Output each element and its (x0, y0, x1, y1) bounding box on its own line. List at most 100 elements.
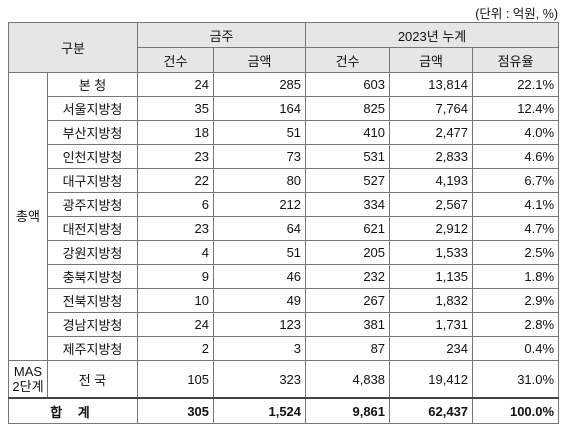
cell: 4.7% (472, 216, 560, 241)
row-label: 광주지방청 (46, 192, 139, 217)
cell: 2,833 (389, 144, 474, 169)
table-row: 강원지방청 4 51 205 1,533 2.5% (9, 240, 560, 265)
header-cell: 건수 (305, 47, 391, 73)
cell: 23 (137, 216, 215, 241)
cell: 35 (137, 96, 215, 121)
table-row: 대전지방청 23 64 621 2,912 4.7% (9, 216, 560, 241)
header-cell: 금주 (137, 22, 307, 48)
header-cell: 건수 (137, 47, 215, 73)
cell: 19,412 (389, 360, 474, 399)
cell: 1,524 (213, 397, 307, 424)
cell: 73 (213, 144, 307, 169)
cell: 381 (305, 312, 391, 337)
header-row: 건수 금액 건수 금액 점유율 (9, 47, 560, 73)
section-label: MAS 2단계 (8, 360, 48, 399)
stats-table: 구분 금주 2023년 누계 건수 금액 건수 금액 점유율 총액 본 청 24 285 603… (7, 22, 560, 424)
row-label: 대전지방청 (46, 216, 139, 241)
cell: 80 (213, 168, 307, 193)
cell: 4,838 (305, 360, 391, 399)
total-row: 합 계 305 1,524 9,861 62,437 100.0% (7, 397, 560, 424)
cell: 87 (305, 336, 391, 361)
cell: 10 (137, 288, 215, 313)
cell: 51 (213, 240, 307, 265)
cell: 267 (305, 288, 391, 313)
total-label: 합 계 (7, 397, 139, 424)
cell: 23 (137, 144, 215, 169)
row-label: 제주지방청 (46, 336, 139, 361)
cell: 31.0% (472, 360, 560, 399)
table-row: 경남지방청 24 123 381 1,731 2.8% (9, 312, 560, 337)
row-label: 전 국 (46, 360, 139, 399)
cell: 212 (213, 192, 307, 217)
row-label: 인천지방청 (46, 144, 139, 169)
cell: 2,912 (389, 216, 474, 241)
table-row: 제주지방청 2 3 87 234 0.4% (9, 336, 560, 361)
table-row: 인천지방청 23 73 531 2,833 4.6% (9, 144, 560, 169)
cell: 4,193 (389, 168, 474, 193)
cell: 22 (137, 168, 215, 193)
table-body: 총액 본 청 24 285 603 13,814 22.1% 서울지방청 35 164 825 7,7… (7, 72, 560, 424)
cell: 51 (213, 120, 307, 145)
cell: 2 (137, 336, 215, 361)
cell: 2.5% (472, 240, 560, 265)
cell: 323 (213, 360, 307, 399)
cell: 105 (137, 360, 215, 399)
cell: 2.8% (472, 312, 560, 337)
row-label: 서울지방청 (46, 96, 139, 121)
cell: 6.7% (472, 168, 560, 193)
cell: 234 (389, 336, 474, 361)
cell: 1,731 (389, 312, 474, 337)
header-cell: 구분 (7, 22, 139, 73)
cell: 3 (213, 336, 307, 361)
cell: 2,567 (389, 192, 474, 217)
header-cell: 점유율 (472, 47, 560, 73)
cell: 46 (213, 264, 307, 289)
row-label: 대구지방청 (46, 168, 139, 193)
cell: 603 (305, 72, 391, 97)
cell: 100.0% (472, 397, 560, 424)
header-cell: 2023년 누계 (305, 22, 560, 48)
cell: 62,437 (389, 397, 474, 424)
cell: 1.8% (472, 264, 560, 289)
header-cell: 금액 (213, 47, 307, 73)
header-row: 구분 금주 2023년 누계 (7, 22, 560, 73)
table-row: 충북지방청 9 46 232 1,135 1.8% (9, 264, 560, 289)
cell: 12.4% (472, 96, 560, 121)
cell: 9 (137, 264, 215, 289)
cell: 22.1% (472, 72, 560, 97)
row-label: 전북지방청 (46, 288, 139, 313)
cell: 621 (305, 216, 391, 241)
cell: 2.9% (472, 288, 560, 313)
cell: 49 (213, 288, 307, 313)
cell: 305 (137, 397, 215, 424)
cell: 1,832 (389, 288, 474, 313)
section-label: 총액 (8, 72, 48, 361)
row-label: 본 청 (46, 72, 139, 97)
table-row: 서울지방청 35 164 825 7,764 12.4% (9, 96, 560, 121)
cell: 410 (305, 120, 391, 145)
table-row: 대구지방청 22 80 527 4,193 6.7% (9, 168, 560, 193)
cell: 4 (137, 240, 215, 265)
table-row: 광주지방청 6 212 334 2,567 4.1% (9, 192, 560, 217)
cell: 825 (305, 96, 391, 121)
cell: 205 (305, 240, 391, 265)
cell: 164 (213, 96, 307, 121)
cell: 9,861 (305, 397, 391, 424)
cell: 4.0% (472, 120, 560, 145)
table-row: 부산지방청 18 51 410 2,477 4.0% (9, 120, 560, 145)
cell: 232 (305, 264, 391, 289)
cell: 7,764 (389, 96, 474, 121)
row-label: 부산지방청 (46, 120, 139, 145)
table-row: 전북지방청 10 49 267 1,832 2.9% (9, 288, 560, 313)
table-head: 구분 금주 2023년 누계 건수 금액 건수 금액 점유율 (7, 22, 560, 73)
row-label: 강원지방청 (46, 240, 139, 265)
table-row: MAS 2단계 전 국 105 323 4,838 19,412 31.0% (8, 360, 560, 399)
row-label: 충북지방청 (46, 264, 139, 289)
row-label: 경남지방청 (46, 312, 139, 337)
cell: 4.6% (472, 144, 560, 169)
table-row: 총액 본 청 24 285 603 13,814 22.1% (8, 72, 560, 361)
cell: 531 (305, 144, 391, 169)
cell: 1,533 (389, 240, 474, 265)
cell: 1,135 (389, 264, 474, 289)
